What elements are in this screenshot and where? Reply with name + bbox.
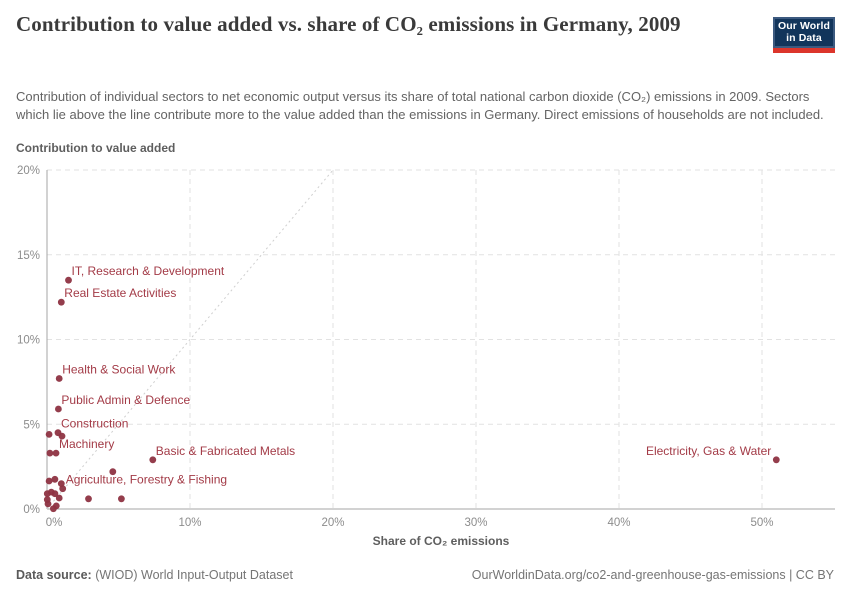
- data-source: Data source: (WIOD) World Input-Output D…: [16, 568, 293, 582]
- data-point[interactable]: [45, 431, 53, 438]
- data-point-it-research-development[interactable]: [65, 276, 72, 284]
- point-label-health-social-work: Health & Social Work: [62, 363, 176, 377]
- data-point-health-social-work[interactable]: [55, 375, 63, 382]
- x-axis-tick-50: 50%: [750, 517, 773, 529]
- data-point[interactable]: [109, 468, 117, 476]
- page-title: Contribution to value added vs. share of…: [16, 12, 681, 36]
- x-axis-tick-20: 20%: [321, 517, 344, 529]
- y-axis-tick-0: 0%: [23, 504, 40, 516]
- data-point[interactable]: [85, 495, 92, 503]
- data-point-basic-fabricated-metals[interactable]: [149, 456, 157, 464]
- point-label-basic-fabricated-metals: Basic & Fabricated Metals: [156, 444, 295, 458]
- point-label-real-estate-activities: Real Estate Activities: [64, 286, 176, 300]
- data-point[interactable]: [45, 477, 53, 485]
- data-point[interactable]: [50, 505, 57, 513]
- data-point[interactable]: [44, 500, 52, 508]
- y-axis-tick-10: 10%: [17, 335, 40, 347]
- owid-logo-line1: Our World: [777, 20, 831, 32]
- data-point-agriculture-forestry-fishing[interactable]: [59, 485, 67, 493]
- scatter-plot: 0% 5% 10% 15% 20% 0% 10% 20% 30% 40% 50% IT, Resear…: [17, 165, 835, 529]
- data-point[interactable]: [51, 475, 59, 483]
- point-label-machinery: Machinery: [59, 437, 114, 451]
- data-point-machinery[interactable]: [52, 449, 60, 457]
- owid-logo-line2: in Data: [786, 31, 822, 44]
- data-point-electricity-gas-water[interactable]: [772, 456, 780, 464]
- x-axis-tick-40: 40%: [607, 517, 630, 529]
- data-point[interactable]: [58, 432, 66, 440]
- data-point[interactable]: [55, 494, 63, 502]
- data-point-real-estate-activities[interactable]: [57, 298, 65, 306]
- y-axis-tick-20: 20%: [17, 165, 40, 177]
- data-point-public-admin-defence[interactable]: [55, 405, 62, 413]
- data-point[interactable]: [118, 495, 125, 503]
- owid-logo-red-stripe: [773, 48, 835, 53]
- data-source-value: (WIOD) World Input-Output Dataset: [91, 568, 293, 582]
- data-source-label: Data source:: [16, 568, 92, 582]
- point-label-agriculture-forestry-fishing: Agriculture, Forestry & Fishing: [66, 473, 227, 487]
- y-axis-tick-5: 5%: [23, 419, 40, 431]
- credit-link[interactable]: OurWorldinData.org/co2-and-greenhouse-ga…: [471, 568, 834, 582]
- chart-footer: Data source: (WIOD) World Input-Output D…: [16, 568, 834, 582]
- data-point[interactable]: [57, 480, 65, 487]
- point-label-public-admin-defence: Public Admin & Defence: [61, 393, 190, 407]
- point-label-it-research-development: IT, Research & Development: [72, 264, 225, 278]
- data-point[interactable]: [51, 490, 59, 498]
- data-point[interactable]: [46, 449, 54, 457]
- x-axis-tick-0: 0%: [46, 517, 63, 529]
- parity-line: [46, 169, 334, 510]
- point-label-construction: Construction: [61, 417, 128, 431]
- data-point[interactable]: [43, 490, 51, 498]
- chart-subtitle: Contribution of individual sectors to ne…: [16, 89, 824, 122]
- y-axis-title: Contribution to value added: [16, 141, 176, 155]
- point-label-electricity-gas-water: Electricity, Gas & Water: [646, 444, 771, 458]
- x-axis-tick-30: 30%: [464, 517, 487, 529]
- x-axis-title: Share of CO₂ emissions: [372, 534, 510, 548]
- y-axis-tick-15: 15%: [17, 250, 40, 262]
- owid-logo-box: Our World in Data: [773, 17, 835, 48]
- owid-logo[interactable]: Our World in Data: [773, 17, 835, 53]
- x-axis-tick-10: 10%: [178, 517, 201, 529]
